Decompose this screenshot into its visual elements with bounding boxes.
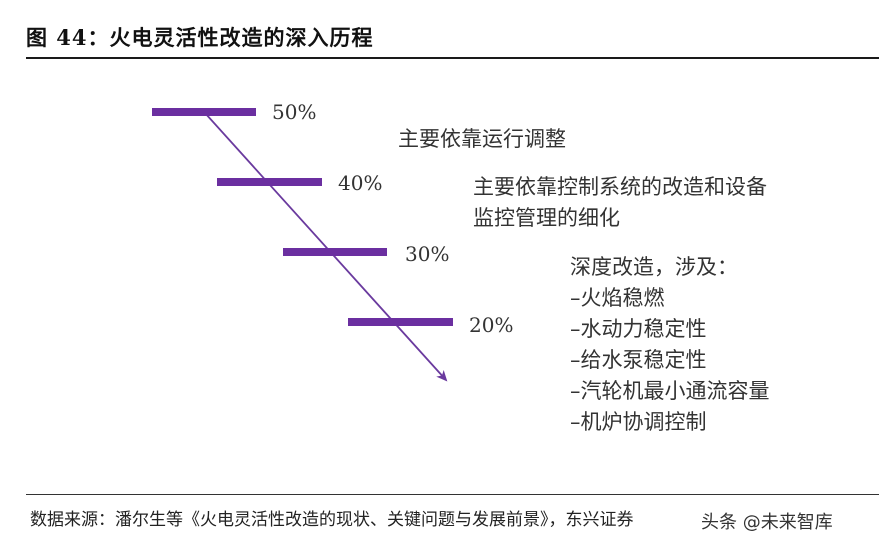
level-bar-20 — [348, 318, 453, 326]
level-label-50: 50% — [272, 100, 317, 124]
note-50: 主要依靠运行调整 — [398, 124, 566, 155]
note-30-line-4: –给水泵稳定性 — [570, 348, 707, 372]
note-50-line-1: 主要依靠运行调整 — [398, 127, 566, 151]
title-divider — [26, 57, 879, 59]
note-30-line-6: –机炉协调控制 — [570, 410, 707, 434]
watermark-text: 头条 @未来智库 — [701, 512, 833, 533]
level-label-40: 40% — [338, 171, 383, 195]
level-bar-50 — [152, 108, 256, 116]
note-40: 主要依靠控制系统的改造和设备 监控管理的细化 — [473, 172, 767, 234]
level-label-20: 20% — [469, 313, 514, 337]
note-30-line-2: –火焰稳燃 — [570, 286, 665, 310]
level-label-30: 30% — [405, 242, 450, 266]
note-30-line-3: –水动力稳定性 — [570, 317, 707, 341]
watermark: 头条 @未来智库 — [701, 508, 833, 534]
note-30-line-1: 深度改造，涉及： — [570, 255, 738, 279]
note-40-line-2: 监控管理的细化 — [473, 206, 620, 230]
level-bar-40 — [217, 178, 322, 186]
note-30: 深度改造，涉及： –火焰稳燃 –水动力稳定性 –给水泵稳定性 –汽轮机最小通流容… — [570, 252, 770, 438]
note-30-line-5: –汽轮机最小通流容量 — [570, 379, 770, 403]
source-note: 数据来源：潘尔生等《火电灵活性改造的现状、关键问题与发展前景》，东兴证券 — [30, 510, 634, 530]
load-decrease-arrow — [204, 112, 448, 382]
figure-title: 图 44：火电灵活性改造的深入历程 — [26, 25, 374, 50]
source-divider — [26, 494, 879, 495]
level-bar-30 — [283, 248, 387, 256]
note-40-line-1: 主要依靠控制系统的改造和设备 — [473, 175, 767, 199]
